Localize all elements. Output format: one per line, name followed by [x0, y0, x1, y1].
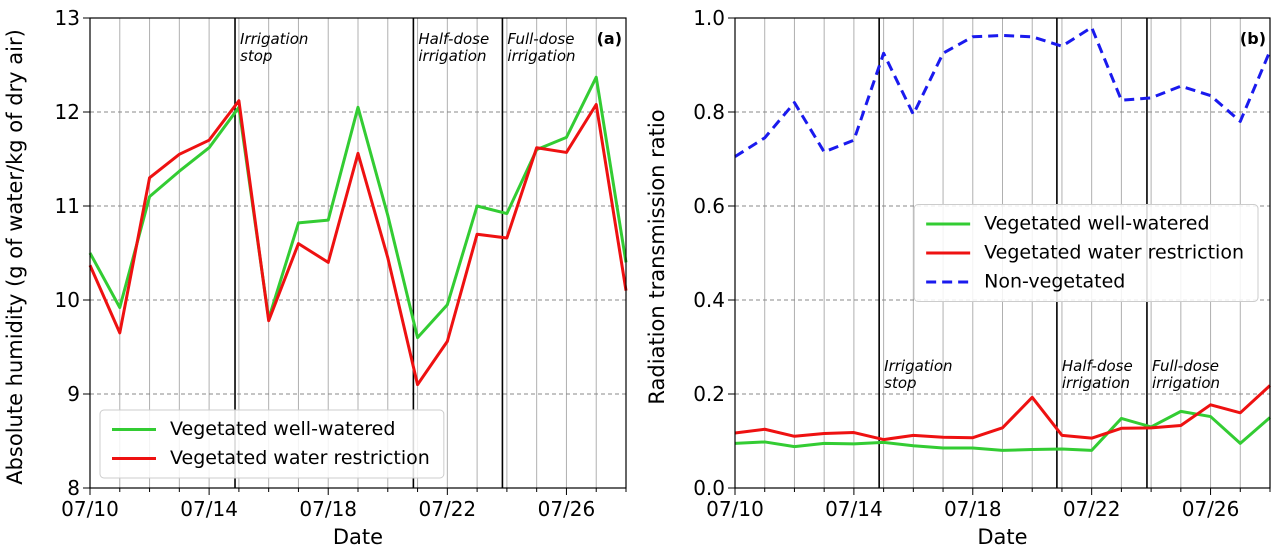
legend-label: Vegetated well-watered	[170, 418, 395, 440]
x-tick-label: 07/26	[538, 497, 596, 521]
legend-box	[99, 409, 445, 479]
y-axis-label: Radiation transmission ratio	[645, 109, 669, 404]
annotation: stop	[884, 374, 916, 392]
annotation: irrigation	[1062, 374, 1130, 392]
x-tick-label: 07/26	[1182, 497, 1240, 521]
data-line	[734, 384, 1272, 442]
legend-box	[913, 204, 1259, 302]
legend: Vegetated well-watered Vegetated water re…	[913, 204, 1259, 302]
x-tick-label: 07/18	[299, 497, 357, 521]
data-line	[734, 409, 1271, 452]
y-tick-label: 0.8	[693, 100, 725, 124]
annotation: Irrigation	[240, 30, 308, 48]
annotation: irrigation	[507, 47, 575, 65]
y-axis-label: Absolute humidity (g of water/kg of dry …	[3, 29, 27, 485]
y-tick-label: 11	[55, 194, 80, 218]
y-tick-label: 0.6	[693, 194, 725, 218]
annotation: irrigation	[1152, 374, 1220, 392]
annotation: Irrigation	[884, 357, 952, 375]
x-tick-label: 07/18	[944, 497, 1002, 521]
y-tick-label: 12	[55, 100, 80, 124]
y-tick-label: 10	[55, 288, 80, 312]
legend-label: Vegetated water restriction	[170, 447, 430, 469]
annotation: Half-dose	[418, 30, 489, 48]
y-tick-label: 13	[55, 6, 80, 30]
y-tick-label: 1.0	[693, 6, 725, 30]
panel-label: (a)	[597, 29, 622, 48]
x-tick-label: 07/14	[180, 497, 238, 521]
x-tick-label: 07/22	[419, 497, 477, 521]
y-tick-label: 0.4	[693, 288, 725, 312]
x-tick-label: 07/10	[61, 497, 119, 521]
data-line	[88, 99, 628, 387]
legend-label: Vegetated well-watered	[984, 213, 1209, 235]
y-tick-label: 9	[67, 382, 80, 406]
legend-label: Non-vegetated	[984, 271, 1125, 293]
x-tick-label: 07/14	[825, 497, 883, 521]
y-tick-label: 8	[67, 476, 80, 500]
annotation: Full-dose	[1152, 357, 1219, 375]
panel-label: (b)	[1240, 29, 1266, 48]
legend-label: Vegetated water restriction	[984, 242, 1244, 264]
annotation: Half-dose	[1062, 357, 1133, 375]
y-tick-label: 0.0	[693, 476, 725, 500]
annotation: irrigation	[418, 47, 486, 65]
legend: Vegetated well-watered Vegetated water re…	[99, 409, 445, 479]
x-tick-label: 07/10	[706, 497, 764, 521]
annotation: Full-dose	[507, 30, 574, 48]
x-tick-label: 07/22	[1063, 497, 1121, 521]
annotation: stop	[240, 47, 272, 65]
x-axis-label: Date	[977, 525, 1027, 549]
y-tick-label: 0.2	[693, 382, 725, 406]
plot-frame	[89, 17, 627, 489]
x-axis-label: Date	[333, 525, 383, 549]
plot-frame	[734, 17, 1271, 489]
